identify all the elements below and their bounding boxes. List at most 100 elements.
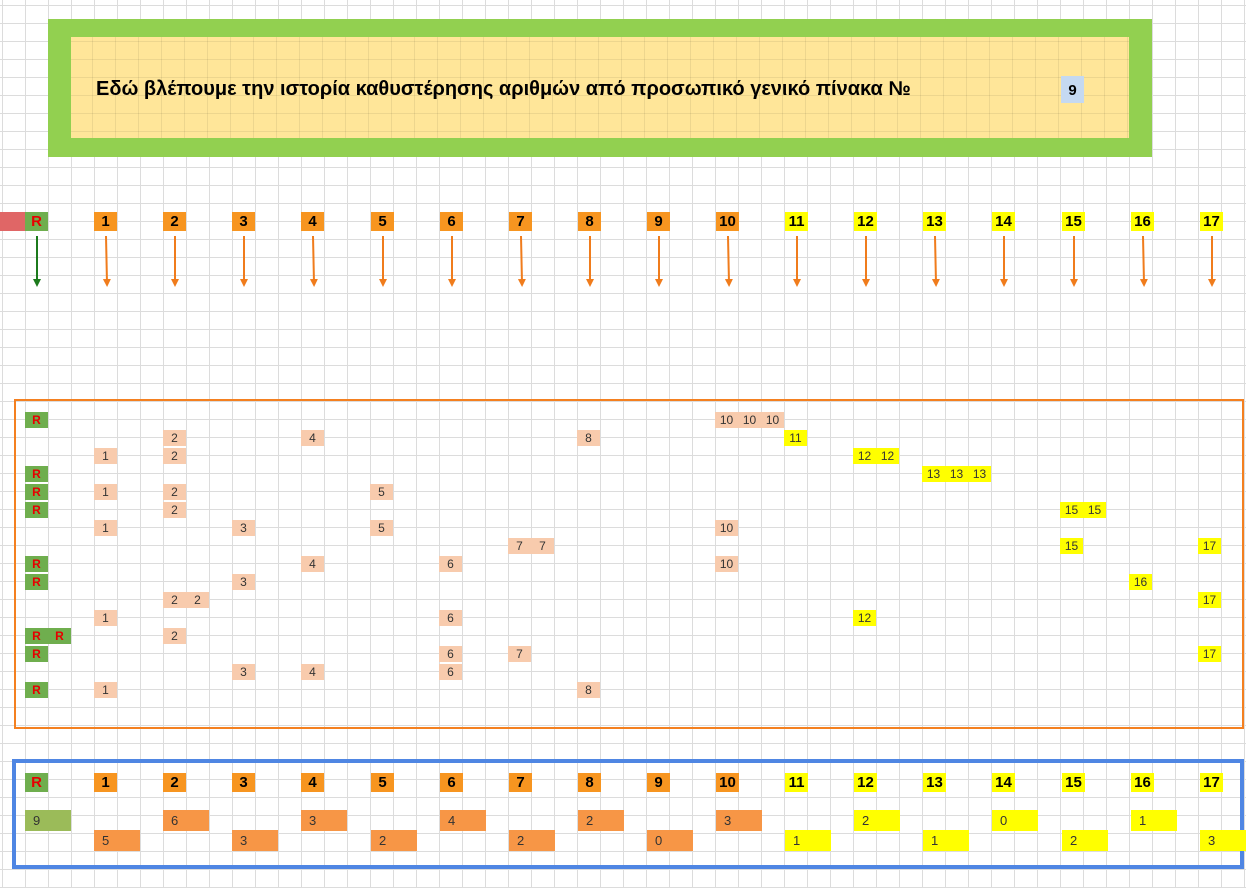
history-cell[interactable]: 2 xyxy=(163,628,186,644)
history-cell[interactable]: 17 xyxy=(1198,646,1221,662)
summary-count-12[interactable]: 2 xyxy=(854,810,900,831)
summary-header-13[interactable]: 13 xyxy=(923,773,946,792)
history-cell[interactable]: 1 xyxy=(94,610,117,626)
history-cell[interactable]: 1 xyxy=(94,520,117,536)
history-cell[interactable]: 6 xyxy=(439,646,462,662)
column-header-1[interactable]: 1 xyxy=(94,212,117,231)
history-cell[interactable]: R xyxy=(48,628,71,644)
history-cell[interactable]: 12 xyxy=(876,448,899,464)
column-header-14[interactable]: 14 xyxy=(992,212,1015,231)
history-cell[interactable]: 10 xyxy=(761,412,784,428)
summary-header-6[interactable]: 6 xyxy=(440,773,463,792)
history-cell[interactable]: 5 xyxy=(370,484,393,500)
history-cell[interactable]: 8 xyxy=(577,682,600,698)
history-cell[interactable]: 1 xyxy=(94,448,117,464)
history-cell[interactable]: 13 xyxy=(945,466,968,482)
history-cell[interactable]: 7 xyxy=(531,538,554,554)
history-cell[interactable]: 5 xyxy=(370,520,393,536)
summary-count-10[interactable]: 3 xyxy=(716,810,762,831)
summary-count-13[interactable]: 1 xyxy=(923,830,969,851)
summary-header-4[interactable]: 4 xyxy=(301,773,324,792)
summary-header-3[interactable]: 3 xyxy=(232,773,255,792)
summary-count-1[interactable]: 5 xyxy=(94,830,140,851)
column-header-12[interactable]: 12 xyxy=(854,212,877,231)
column-header-r[interactable]: R xyxy=(25,212,48,231)
history-cell[interactable]: R xyxy=(25,682,48,698)
history-cell[interactable]: R xyxy=(25,412,48,428)
history-cell[interactable]: R xyxy=(25,466,48,482)
history-cell[interactable]: 11 xyxy=(784,430,807,446)
column-header-6[interactable]: 6 xyxy=(440,212,463,231)
history-cell[interactable]: 3 xyxy=(232,520,255,536)
history-cell[interactable]: R xyxy=(25,646,48,662)
history-cell[interactable]: 1 xyxy=(94,682,117,698)
history-cell[interactable]: 2 xyxy=(163,448,186,464)
history-cell[interactable]: 17 xyxy=(1198,592,1221,608)
history-cell[interactable]: 2 xyxy=(163,430,186,446)
history-cell[interactable]: 15 xyxy=(1060,502,1083,518)
column-header-5[interactable]: 5 xyxy=(371,212,394,231)
summary-count-8[interactable]: 2 xyxy=(578,810,624,831)
summary-header-1[interactable]: 1 xyxy=(94,773,117,792)
summary-header-14[interactable]: 14 xyxy=(992,773,1015,792)
column-header-2[interactable]: 2 xyxy=(163,212,186,231)
column-header-9[interactable]: 9 xyxy=(647,212,670,231)
history-cell[interactable]: R xyxy=(25,484,48,500)
history-cell[interactable]: 6 xyxy=(439,610,462,626)
summary-count-17[interactable]: 3 xyxy=(1200,830,1246,851)
history-cell[interactable]: 2 xyxy=(186,592,209,608)
history-cell[interactable]: 2 xyxy=(163,592,186,608)
history-cell[interactable]: 13 xyxy=(968,466,991,482)
column-header-8[interactable]: 8 xyxy=(578,212,601,231)
summary-header-r[interactable]: R xyxy=(25,773,48,792)
history-cell[interactable]: 4 xyxy=(301,664,324,680)
history-cell[interactable]: R xyxy=(25,574,48,590)
summary-header-11[interactable]: 11 xyxy=(785,773,808,792)
summary-header-8[interactable]: 8 xyxy=(578,773,601,792)
history-cell[interactable]: 7 xyxy=(508,646,531,662)
summary-count-2[interactable]: 6 xyxy=(163,810,209,831)
summary-header-12[interactable]: 12 xyxy=(854,773,877,792)
history-cell[interactable]: 15 xyxy=(1060,538,1083,554)
summary-header-5[interactable]: 5 xyxy=(371,773,394,792)
column-header-13[interactable]: 13 xyxy=(923,212,946,231)
history-cell[interactable]: 1 xyxy=(94,484,117,500)
summary-count-11[interactable]: 1 xyxy=(785,830,831,851)
column-header-15[interactable]: 15 xyxy=(1062,212,1085,231)
summary-header-10[interactable]: 10 xyxy=(716,773,739,792)
summary-count-14[interactable]: 0 xyxy=(992,810,1038,831)
history-cell[interactable]: 8 xyxy=(577,430,600,446)
summary-count-16[interactable]: 1 xyxy=(1131,810,1177,831)
column-header-11[interactable]: 11 xyxy=(785,212,808,231)
summary-header-7[interactable]: 7 xyxy=(509,773,532,792)
summary-count-7[interactable]: 2 xyxy=(509,830,555,851)
summary-count-15[interactable]: 2 xyxy=(1062,830,1108,851)
summary-header-15[interactable]: 15 xyxy=(1062,773,1085,792)
history-cell[interactable]: 6 xyxy=(439,556,462,572)
history-cell[interactable]: 7 xyxy=(508,538,531,554)
summary-count-9[interactable]: 0 xyxy=(647,830,693,851)
column-header-4[interactable]: 4 xyxy=(301,212,324,231)
column-header-16[interactable]: 16 xyxy=(1131,212,1154,231)
summary-header-17[interactable]: 17 xyxy=(1200,773,1223,792)
summary-header-9[interactable]: 9 xyxy=(647,773,670,792)
history-cell[interactable]: 2 xyxy=(163,502,186,518)
summary-count-6[interactable]: 4 xyxy=(440,810,486,831)
column-header-3[interactable]: 3 xyxy=(232,212,255,231)
history-cell[interactable]: 3 xyxy=(232,574,255,590)
history-cell[interactable]: 17 xyxy=(1198,538,1221,554)
column-header-17[interactable]: 17 xyxy=(1200,212,1223,231)
summary-count-3[interactable]: 3 xyxy=(232,830,278,851)
history-cell[interactable]: 2 xyxy=(163,484,186,500)
history-cell[interactable]: 12 xyxy=(853,448,876,464)
summary-count-r[interactable]: 9 xyxy=(25,810,71,831)
history-cell[interactable]: 16 xyxy=(1129,574,1152,590)
history-cell[interactable]: 6 xyxy=(439,664,462,680)
table-number-cell[interactable]: 9 xyxy=(1061,76,1084,103)
history-cell[interactable]: R xyxy=(25,628,48,644)
column-header-10[interactable]: 10 xyxy=(716,212,739,231)
history-cell[interactable]: R xyxy=(25,502,48,518)
summary-count-4[interactable]: 3 xyxy=(301,810,347,831)
summary-count-5[interactable]: 2 xyxy=(371,830,417,851)
history-cell[interactable]: 3 xyxy=(232,664,255,680)
